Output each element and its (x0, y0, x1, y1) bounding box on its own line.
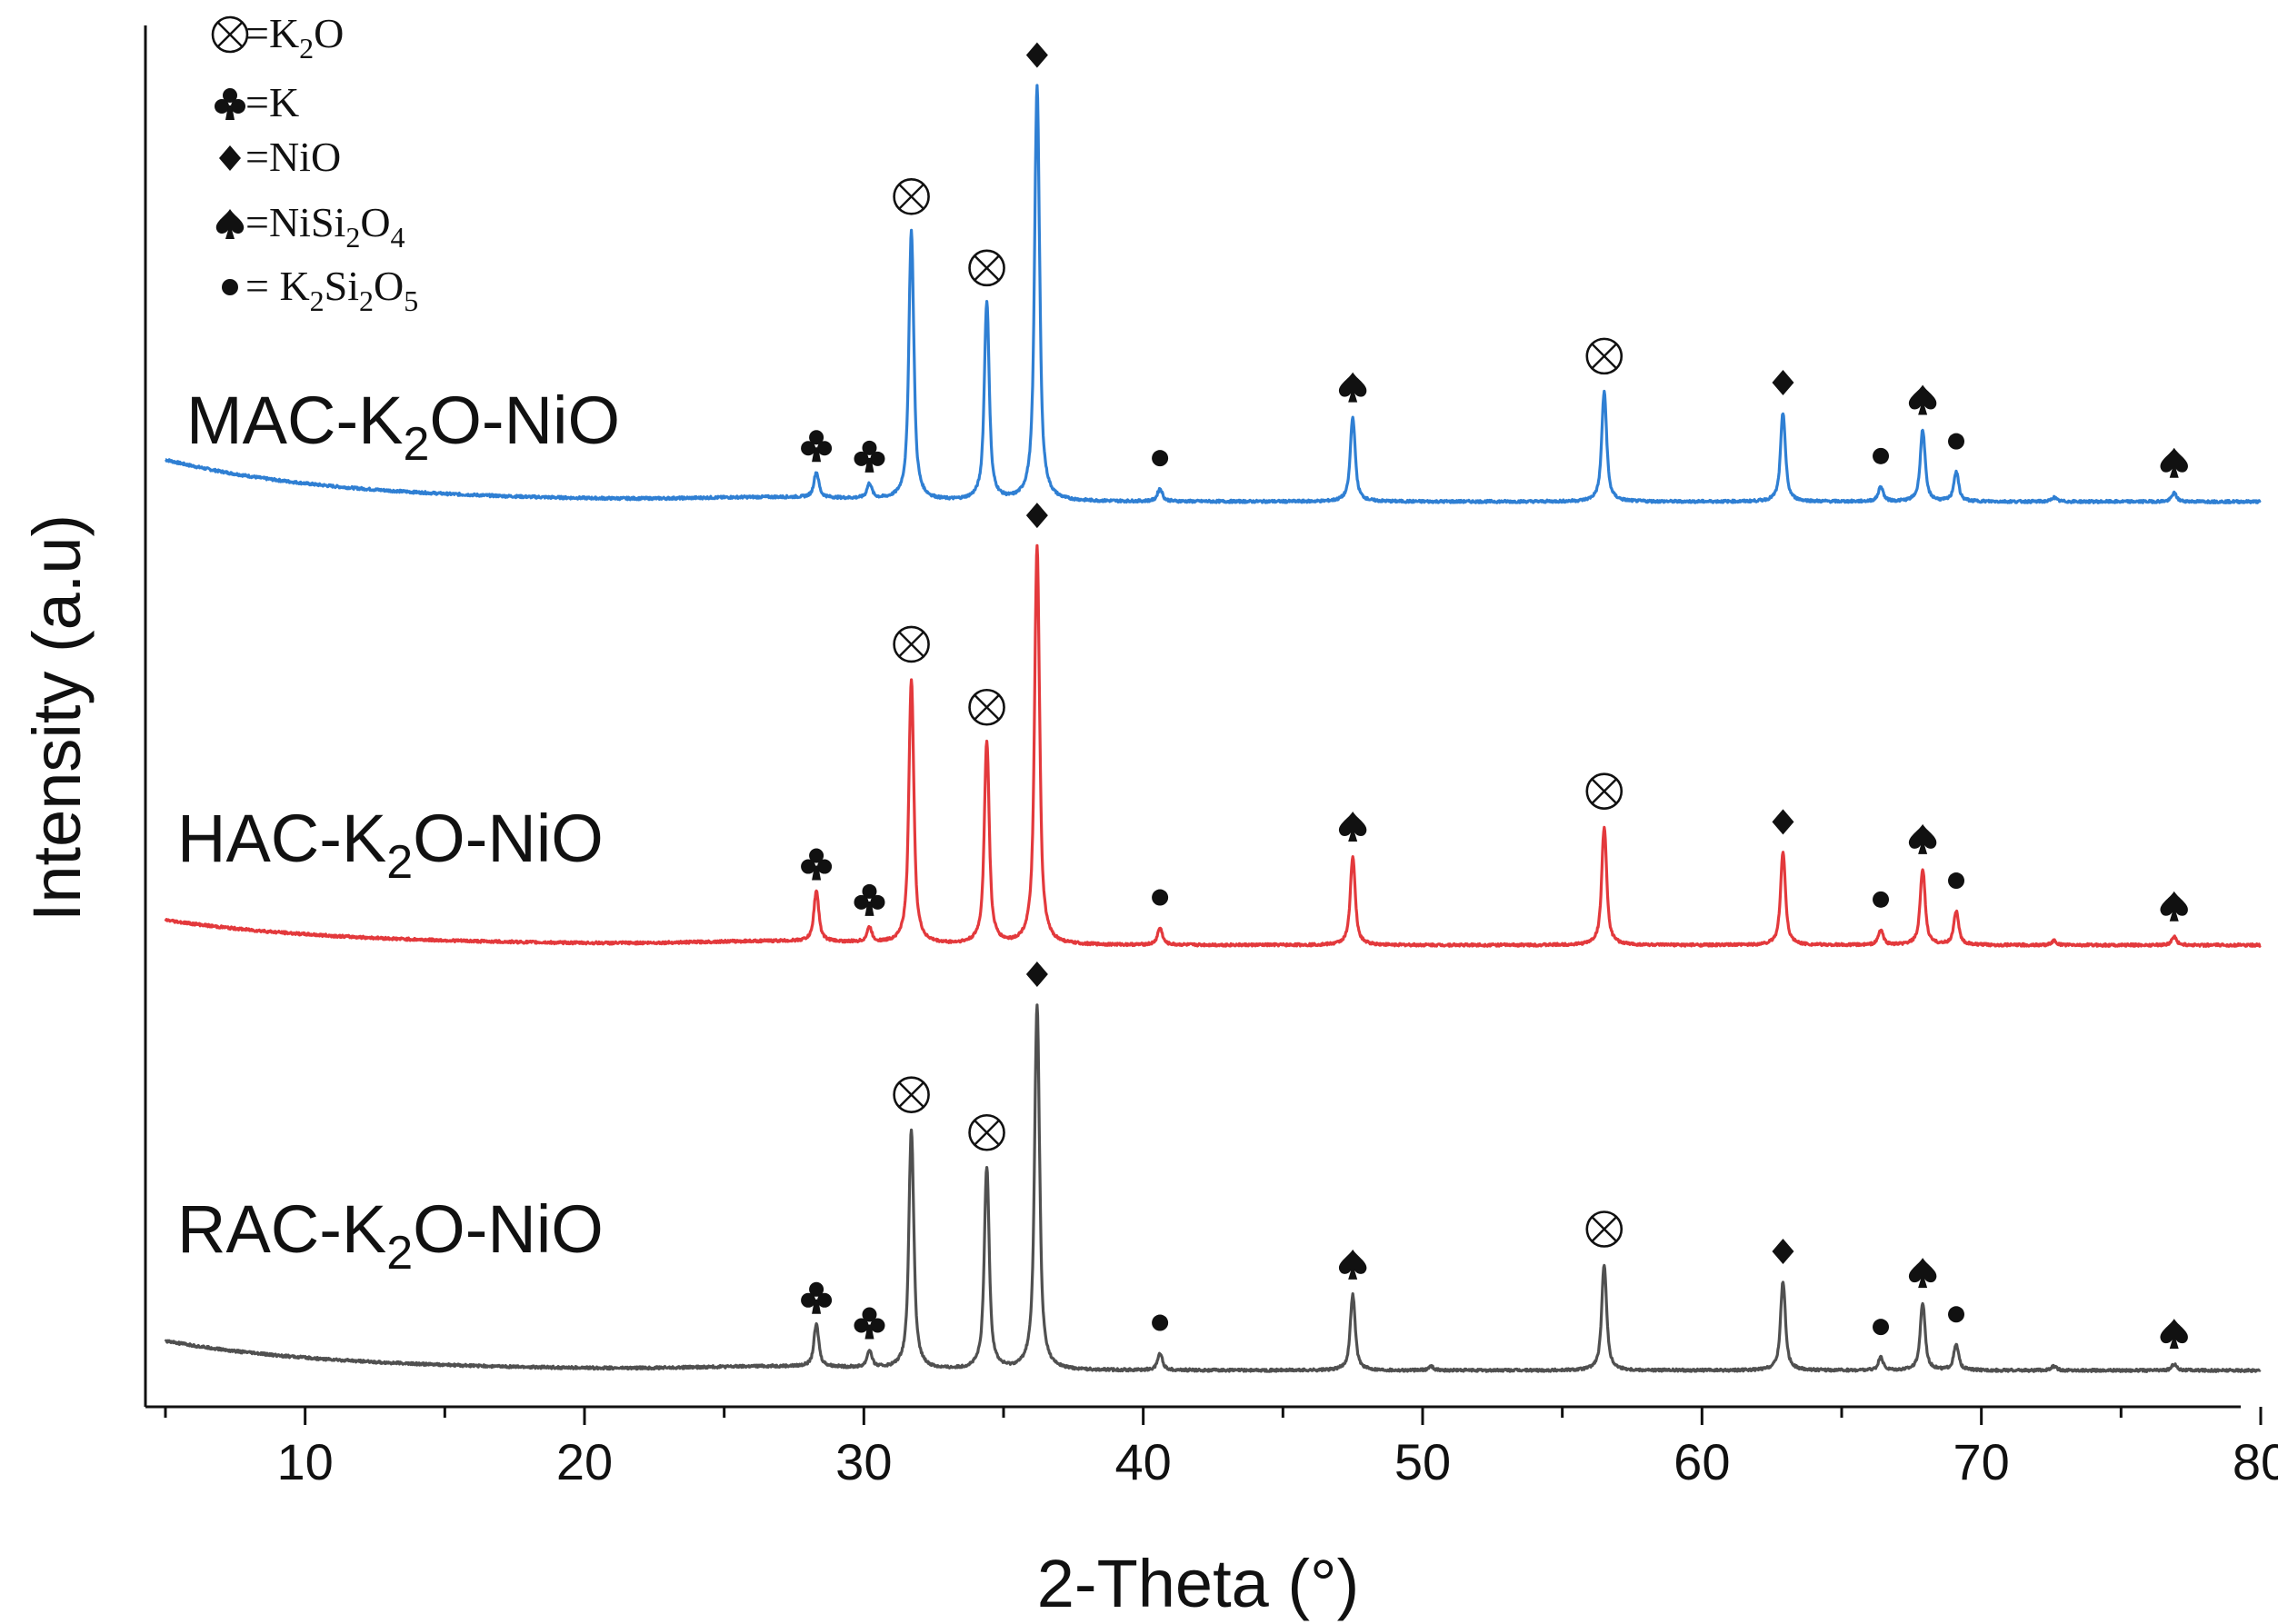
legend-text: = K (245, 263, 310, 309)
legend-text: =K (245, 10, 299, 56)
legend-entry: =NiSi2O4 (245, 199, 405, 254)
peak-marker-k2o (893, 178, 930, 215)
peak-marker-k2o (1585, 337, 1624, 375)
series-label-part: O-NiO (413, 801, 604, 876)
peak-marker-dot (1152, 889, 1169, 906)
series-label: RAC-K2O-NiO (177, 1191, 604, 1280)
peak-marker-k2o (1585, 772, 1624, 810)
peak-marker-k2o (1585, 1211, 1624, 1248)
peak-marker-diamond (1025, 42, 1048, 68)
peak-marker-dot (1873, 1319, 1890, 1336)
peak-marker-spade (2160, 891, 2188, 922)
peak-marker-k2o (893, 1076, 930, 1113)
x-tick-label: 20 (556, 1433, 613, 1490)
x-tick-label: 10 (277, 1433, 334, 1490)
legend-text: O (314, 10, 344, 56)
legend-symbol-k2o (211, 15, 249, 54)
x-tick-label: 60 (1674, 1433, 1730, 1490)
peak-marker-diamond (1772, 809, 1794, 835)
peak-marker-k2o (968, 249, 1005, 287)
peak-marker-spade (1338, 1249, 1367, 1280)
legend-text: =NiO (245, 134, 341, 180)
legend-symbol-dot (222, 279, 238, 295)
peak-marker-spade (2160, 447, 2188, 478)
legend-symbol-diamond (219, 145, 241, 171)
peak-marker-club (801, 430, 833, 463)
legend-entry: = K2Si2O5 (245, 263, 418, 317)
x-tick-label: 70 (1953, 1433, 2010, 1490)
x-tick-label: 80 (2233, 1433, 2278, 1490)
legend-text: =NiSi (245, 199, 345, 245)
marker-layer (801, 42, 2188, 1350)
x-tick-label: 50 (1394, 1433, 1451, 1490)
peak-marker-spade (1908, 384, 1937, 415)
x-tick-label: 40 (1115, 1433, 1172, 1490)
series-label-part: O-NiO (413, 1191, 604, 1267)
legend-text: O (360, 199, 390, 245)
peak-marker-dot (1873, 447, 1890, 464)
legend-entry: =K2O (245, 10, 344, 65)
peak-marker-spade (2160, 1319, 2188, 1350)
peak-marker-dot (1948, 872, 1965, 890)
legend-text: 2 (310, 284, 325, 317)
peak-marker-diamond (1772, 1238, 1794, 1264)
series-line-MAC-K2O-NiO (165, 84, 2262, 504)
axes: 10 20 30 40 50 60 70 80 (144, 25, 2278, 1490)
peak-marker-club (801, 848, 833, 881)
x-tick-label: 30 (835, 1433, 892, 1490)
peak-marker-diamond (1025, 961, 1048, 988)
x-axis-label: 2-Theta (°) (1037, 1546, 1359, 1621)
series-label-part: O-NiO (429, 383, 620, 458)
peak-marker-dot (1873, 891, 1890, 908)
series-line-RAC-K2O-NiO (164, 1003, 2262, 1373)
legend-text: 2 (345, 221, 360, 254)
peak-marker-spade (1338, 811, 1367, 842)
legend-text: =K (245, 79, 299, 125)
peak-marker-club (801, 1281, 833, 1314)
peak-marker-k2o (893, 625, 930, 663)
peak-marker-dot (1948, 433, 1965, 450)
series-label-part: MAC-K (186, 383, 403, 458)
series-label-part: RAC-K (177, 1191, 386, 1267)
y-axis-label: Intensity (a.u) (19, 514, 95, 922)
legend-text: 2 (299, 32, 314, 65)
legend-entry: =NiO (245, 134, 341, 180)
legend-text: 5 (404, 284, 418, 317)
series-label: HAC-K2O-NiO (177, 801, 604, 889)
peak-marker-spade (1338, 372, 1367, 403)
peak-marker-club (854, 1307, 885, 1340)
peak-marker-k2o (968, 1113, 1005, 1151)
series-label-sub: 2 (386, 1227, 413, 1280)
peak-marker-spade (1908, 823, 1937, 854)
series-label-sub: 2 (386, 836, 413, 889)
peak-marker-club (854, 440, 885, 473)
peak-marker-diamond (1772, 369, 1794, 395)
series-label-sub: 2 (403, 418, 429, 471)
legend: =K2O=K=NiO=NiSi2O4= K2Si2O5 (211, 10, 418, 317)
peak-marker-spade (1908, 1258, 1937, 1289)
series-label-part: HAC-K (177, 801, 386, 876)
series-label: MAC-K2O-NiO (186, 383, 620, 471)
legend-text: 2 (359, 284, 374, 317)
legend-symbol-spade (215, 209, 245, 239)
series-line-HAC-K2O-NiO (164, 543, 2262, 948)
legend-text: O (374, 263, 404, 309)
peak-marker-diamond (1025, 503, 1048, 529)
legend-text: 4 (391, 221, 405, 254)
legend-symbol-club (215, 88, 245, 120)
peak-marker-dot (1152, 1314, 1169, 1331)
peak-marker-k2o (968, 688, 1005, 726)
series-layer (164, 84, 2262, 1373)
peak-marker-dot (1152, 450, 1169, 467)
legend-entry: =K (245, 79, 299, 125)
legend-text: Si (325, 263, 359, 309)
peak-marker-dot (1948, 1306, 1965, 1323)
peak-marker-club (854, 883, 885, 916)
